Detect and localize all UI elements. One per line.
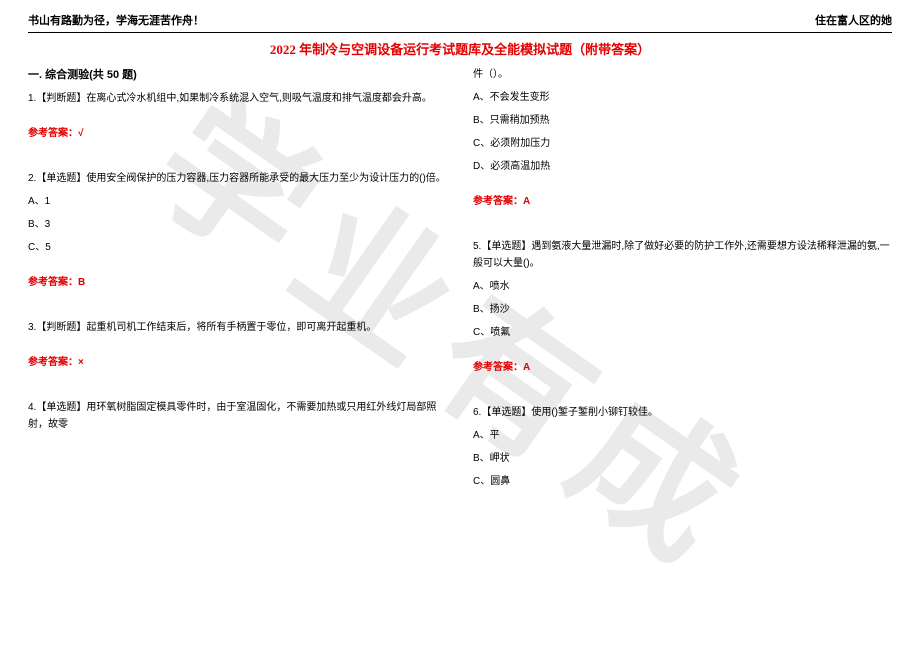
question-5-text: 5.【单选题】遇到氨液大量泄漏时,除了做好必要的防护工作外,还需要想方设法稀释泄…: [473, 238, 892, 272]
question-6-opt-b: B、岬状: [473, 450, 892, 467]
section-heading: 一. 综合测验(共 50 题): [28, 66, 447, 82]
question-6-opt-a: A、平: [473, 427, 892, 444]
question-6-text: 6.【单选题】使用()錾子錾削小铆钉较佳。: [473, 404, 892, 421]
question-2-opt-a: A、1: [28, 193, 447, 210]
left-column: 一. 综合测验(共 50 题) 1.【判断题】在离心式冷水机组中,如果制冷系统混…: [28, 66, 447, 498]
question-1-answer: 参考答案：√: [28, 125, 447, 142]
question-5-options: A、喷水 B、扬沙 C、喷氟: [473, 278, 892, 341]
question-4-options: A、不会发生变形 B、只需稍加预热 C、必须附加压力 D、必须高温加热: [473, 89, 892, 175]
page-header: 书山有路勤为径，学海无涯苦作舟！ 住在富人区的她: [28, 12, 892, 33]
question-4-text: 4.【单选题】用环氧树脂固定模具零件时，由于室温固化，不需要加热或只用红外线灯局…: [28, 399, 447, 433]
question-4-opt-a: A、不会发生变形: [473, 89, 892, 106]
question-4-opt-b: B、只需稍加预热: [473, 112, 892, 129]
question-5-opt-a: A、喷水: [473, 278, 892, 295]
question-2-text: 2.【单选题】使用安全阀保护的压力容器,压力容器所能承受的最大压力至少为设计压力…: [28, 170, 447, 187]
right-column: 件（）。 A、不会发生变形 B、只需稍加预热 C、必须附加压力 D、必须高温加热…: [473, 66, 892, 498]
question-1-text: 1.【判断题】在离心式冷水机组中,如果制冷系统混入空气,则吸气温度和排气温度都会…: [28, 90, 447, 107]
question-4-opt-c: C、必须附加压力: [473, 135, 892, 152]
header-right-text: 住在富人区的她: [815, 12, 892, 28]
question-3-answer: 参考答案：×: [28, 354, 447, 371]
question-2-opt-b: B、3: [28, 216, 447, 233]
question-5-answer: 参考答案：A: [473, 359, 892, 376]
document-page: 书山有路勤为径，学海无涯苦作舟！ 住在富人区的她 2022 年制冷与空调设备运行…: [0, 0, 920, 651]
question-3-text: 3.【判断题】起重机司机工作结束后，将所有手柄置于零位，即可离开起重机。: [28, 319, 447, 336]
question-6-opt-c: C、圆鼻: [473, 473, 892, 490]
question-2-answer: 参考答案：B: [28, 274, 447, 291]
question-5-opt-b: B、扬沙: [473, 301, 892, 318]
content-columns: 一. 综合测验(共 50 题) 1.【判断题】在离心式冷水机组中,如果制冷系统混…: [28, 66, 892, 498]
question-5-opt-c: C、喷氟: [473, 324, 892, 341]
question-4-continuation: 件（）。: [473, 66, 892, 83]
question-2-options: A、1 B、3 C、5: [28, 193, 447, 256]
document-title: 2022 年制冷与空调设备运行考试题库及全能模拟试题（附带答案）: [28, 39, 892, 58]
question-4-opt-d: D、必须高温加热: [473, 158, 892, 175]
question-6-options: A、平 B、岬状 C、圆鼻: [473, 427, 892, 490]
header-left-motto: 书山有路勤为径，学海无涯苦作舟！: [28, 12, 204, 28]
question-2-opt-c: C、5: [28, 239, 447, 256]
question-4-answer: 参考答案：A: [473, 193, 892, 210]
